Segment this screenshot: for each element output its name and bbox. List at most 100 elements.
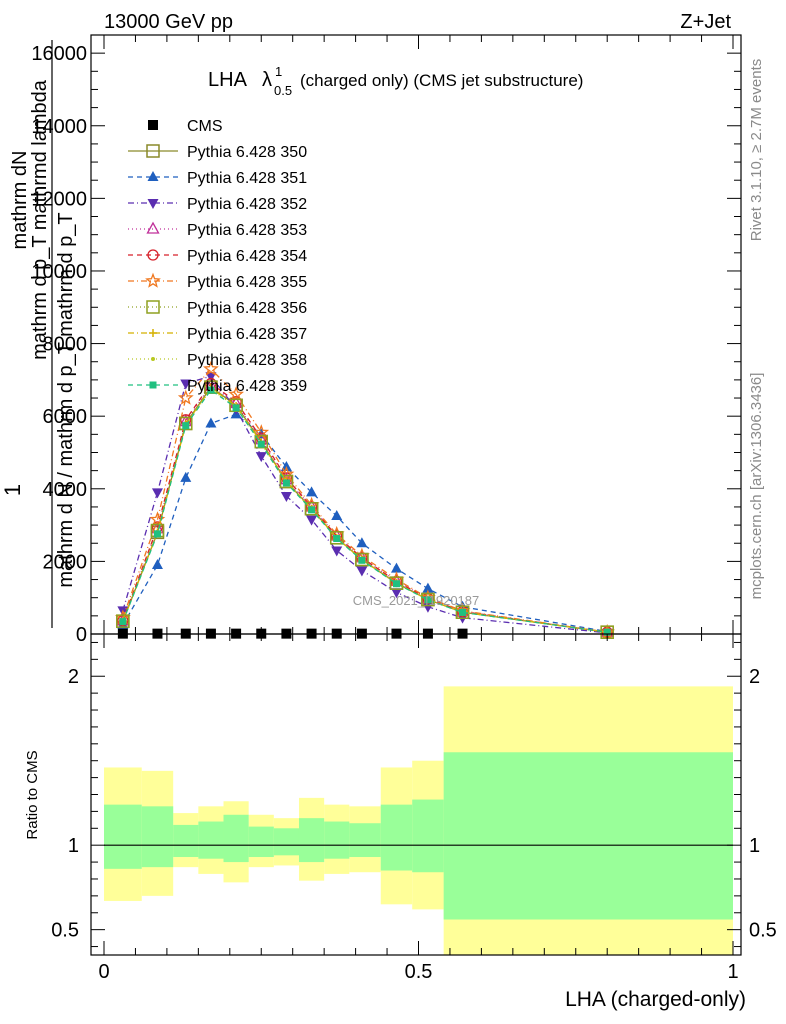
x-tick-label: 1 xyxy=(727,961,738,983)
ratio-bands xyxy=(104,686,733,955)
marker xyxy=(228,386,244,402)
ratio-y-tick-label-right: 0.5 xyxy=(749,920,777,942)
marker xyxy=(358,556,366,564)
main-plot-axes: 0 2000 4000 6000 8000 10000 12000 14000 16000 xyxy=(31,34,742,646)
marker xyxy=(151,357,155,361)
series-line xyxy=(122,389,608,633)
marker xyxy=(389,576,404,590)
y-label-fraction-top: mathrm dN xyxy=(9,151,31,250)
marker xyxy=(279,474,294,489)
y-tick-label: 2000 xyxy=(43,551,88,573)
marker xyxy=(333,535,341,543)
ratio-y-tick-label: 0.5 xyxy=(51,920,79,942)
marker xyxy=(232,404,240,412)
ratio-inner-band xyxy=(412,799,444,873)
ratio-inner-band xyxy=(223,814,249,863)
marker xyxy=(306,515,318,526)
y-label-outer: 1 xyxy=(0,484,25,496)
x-axis-label: LHA (charged-only) xyxy=(565,988,746,1011)
energy-label: 13000 GeV pp xyxy=(104,11,233,33)
process-label: Z+Jet xyxy=(680,11,731,33)
marker xyxy=(422,582,434,593)
marker xyxy=(147,171,159,181)
title-text: LHA xyxy=(208,69,248,91)
marker xyxy=(390,562,402,573)
marker xyxy=(149,329,157,337)
y-tick-label: 4000 xyxy=(43,479,88,501)
y-tick-label: 14000 xyxy=(31,116,87,138)
legend-entry: Pythia 6.428 351 xyxy=(128,170,307,187)
marker xyxy=(331,546,343,557)
marker xyxy=(455,605,470,619)
ratio-inner-band xyxy=(173,824,199,858)
rivet-version-label: Rivet 3.1.10, ≥ 2.7M events xyxy=(748,59,765,242)
ratio-y-tick-label-right: 1 xyxy=(749,835,760,857)
legend-label: Pythia 6.428 354 xyxy=(187,248,307,265)
marker xyxy=(202,360,219,376)
mcplots-reference-label: mcplots.cern.ch [arXiv:1306.3436] xyxy=(748,373,765,600)
legend-entry: Pythia 6.428 359 xyxy=(128,378,307,395)
marker xyxy=(421,592,435,607)
ratio-y-label: Ratio to CMS xyxy=(24,750,41,839)
marker xyxy=(146,221,160,234)
marker xyxy=(116,614,130,628)
legend-entry: Pythia 6.428 358 xyxy=(128,352,307,369)
ratio-y-tick-label: 1 xyxy=(68,835,79,857)
legend-label: Pythia 6.428 351 xyxy=(187,170,307,187)
y-tick-label: 12000 xyxy=(31,188,87,210)
legend-label: Pythia 6.428 357 xyxy=(187,326,307,343)
marker xyxy=(147,249,159,261)
ratio-inner-band xyxy=(104,804,142,869)
legend-label: Pythia 6.428 353 xyxy=(187,222,307,239)
legend-entry: Pythia 6.428 356 xyxy=(128,300,307,317)
marker xyxy=(356,566,368,577)
marker xyxy=(280,492,292,503)
legend-label: Pythia 6.428 356 xyxy=(187,300,307,317)
title-subscript: 0.5 xyxy=(274,83,292,98)
legend-label: CMS xyxy=(187,118,223,135)
marker xyxy=(257,440,265,448)
marker xyxy=(153,530,161,538)
marker xyxy=(146,144,160,158)
marker xyxy=(148,120,158,130)
marker xyxy=(329,531,344,545)
ratio-inner-band xyxy=(273,828,299,856)
y-tick-label: 8000 xyxy=(43,334,88,356)
legend-entry: Pythia 6.428 350 xyxy=(128,144,307,161)
series-line xyxy=(122,386,608,633)
marker xyxy=(355,552,369,567)
marker xyxy=(146,300,160,314)
ratio-y-tick-label-right: 2 xyxy=(749,666,760,688)
legend-entry: Pythia 6.428 352 xyxy=(128,196,307,213)
legend-label: Pythia 6.428 352 xyxy=(187,196,307,213)
marker xyxy=(180,471,192,482)
legend: CMS Pythia 6.428 350 Pythia 6.428 351 Pythi… xyxy=(128,118,307,395)
marker xyxy=(390,588,402,599)
x-tick-label: 0 xyxy=(98,961,109,983)
y-label-fraction-top-2: mathrm d p_T mathrmd lambda xyxy=(29,79,51,360)
legend-label: Pythia 6.428 359 xyxy=(187,378,307,395)
series-pythia-6-428-359 xyxy=(119,386,611,636)
marker xyxy=(149,381,157,389)
marker xyxy=(282,479,290,487)
ratio-inner-band xyxy=(380,804,413,871)
marker xyxy=(459,608,467,616)
legend-entry: CMS xyxy=(148,118,223,135)
x-tick-label: 0.5 xyxy=(405,961,433,983)
marker xyxy=(180,379,192,390)
main-y-axis-label: 1 mathrm dN mathrm d p_T mathrmd lambda … xyxy=(0,40,77,628)
analysis-watermark: CMS_2021_I1920187 xyxy=(353,593,480,608)
marker xyxy=(603,628,611,636)
marker xyxy=(356,537,368,548)
ratio-inner-band xyxy=(324,821,350,859)
marker xyxy=(119,618,127,626)
marker xyxy=(207,386,215,394)
ratio-inner-band xyxy=(349,823,381,858)
marker xyxy=(205,417,217,428)
ratio-inner-band xyxy=(298,818,325,863)
ratio-inner-band xyxy=(198,821,224,859)
marker xyxy=(182,422,190,430)
ratio-inner-band xyxy=(141,806,174,868)
marker xyxy=(255,452,267,463)
